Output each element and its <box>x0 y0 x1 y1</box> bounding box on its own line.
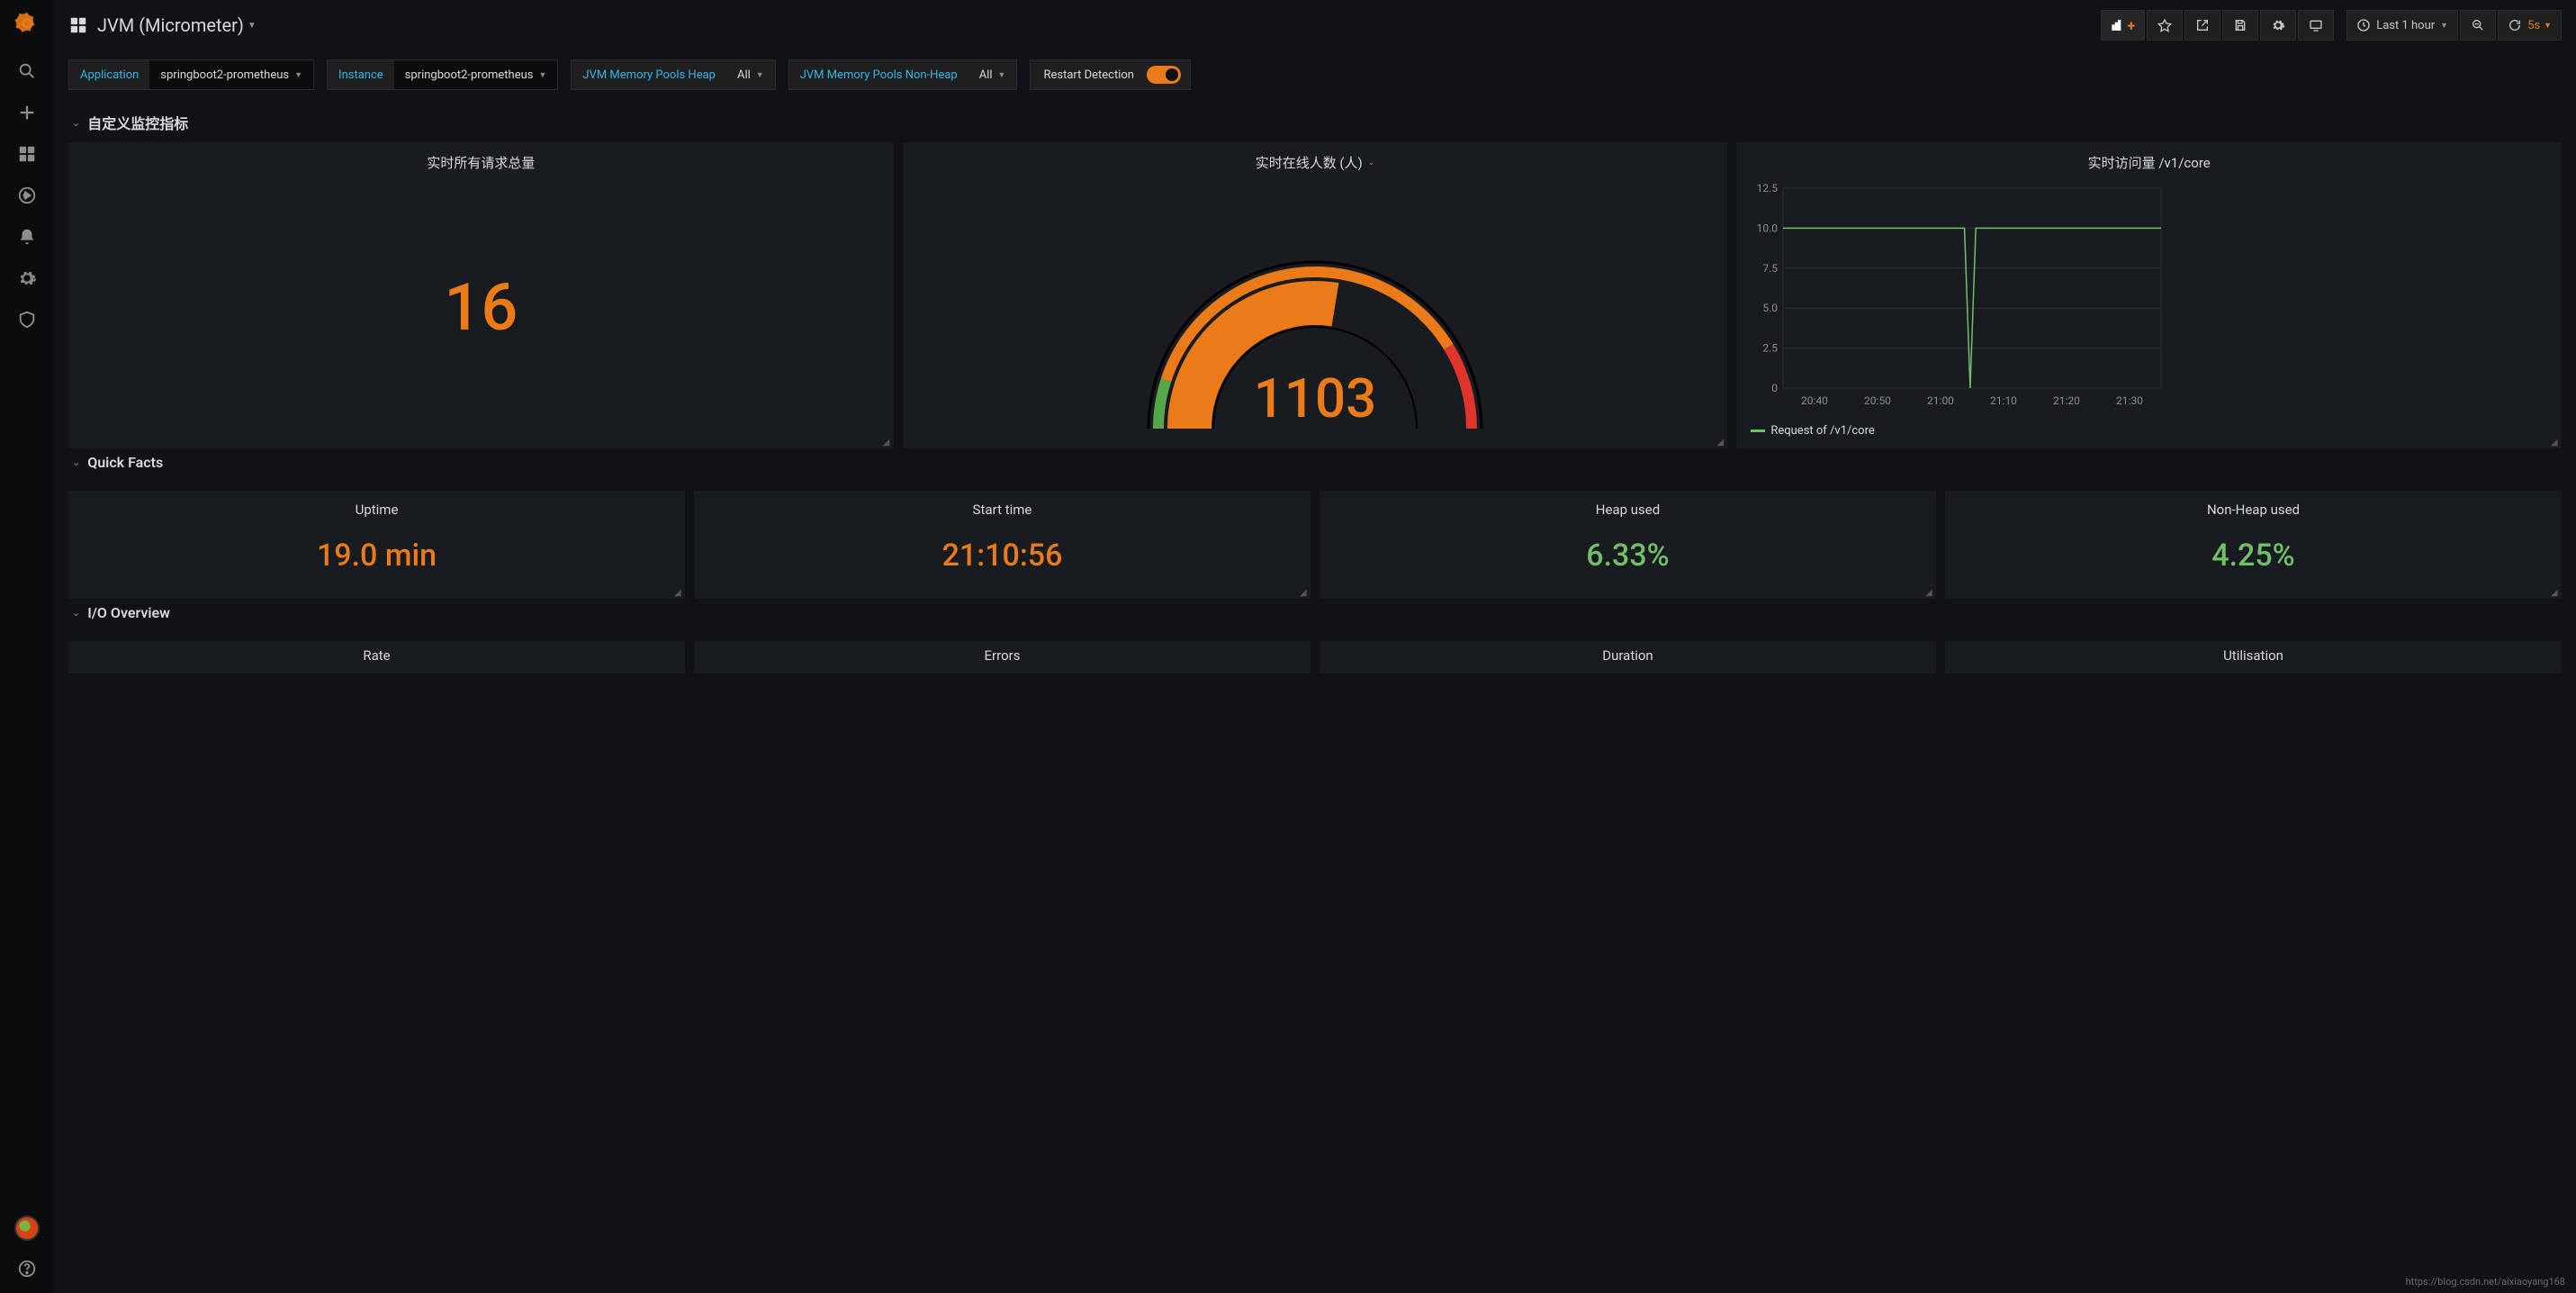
save-button[interactable] <box>2222 10 2258 41</box>
explore-icon[interactable] <box>17 185 37 205</box>
panel-io: Rate <box>68 641 685 674</box>
panel-title[interactable]: Rate <box>363 647 390 664</box>
zoom-out-button[interactable] <box>2460 10 2496 41</box>
resize-handle[interactable]: ◢ <box>1716 438 1725 447</box>
svg-text:2.5: 2.5 <box>1763 342 1779 355</box>
svg-text:12.5: 12.5 <box>1757 183 1779 194</box>
resize-handle[interactable]: ◢ <box>883 438 892 447</box>
stat-value: 4.25% <box>1952 523 2554 588</box>
grafana-logo-icon[interactable] <box>11 7 43 40</box>
restart-toggle[interactable] <box>1147 66 1181 84</box>
svg-text:7.5: 7.5 <box>1763 262 1779 275</box>
panel-quickfact: Start time 21:10:56 ◢ <box>694 491 1311 599</box>
stat-value: 19.0 min <box>76 523 678 588</box>
chevron-down-icon: ⌄ <box>72 117 80 129</box>
section-custom-header[interactable]: ⌄ 自定义监控指标 <box>68 106 2562 142</box>
star-button[interactable] <box>2147 10 2183 41</box>
svg-text:5.0: 5.0 <box>1763 302 1779 314</box>
var-application: Application springboot2-prometheus▼ <box>68 59 314 90</box>
resize-handle[interactable]: ◢ <box>674 588 683 597</box>
alerting-bell-icon[interactable] <box>17 227 37 247</box>
search-icon[interactable] <box>17 61 37 81</box>
topbar: JVM (Micrometer) ▼ + Last 1 hour ▼ <box>68 0 2562 50</box>
footer-url: https://blog.csdn.net/aixiaoyang168 <box>2406 1276 2565 1288</box>
svg-text:21:00: 21:00 <box>1927 394 1954 407</box>
var-application-value[interactable]: springboot2-prometheus▼ <box>149 60 313 89</box>
section-quickfacts-header[interactable]: ⌄ Quick Facts <box>68 448 2562 480</box>
var-heap: JVM Memory Pools Heap All▼ <box>571 59 775 90</box>
time-range-picker[interactable]: Last 1 hour ▼ <box>2346 10 2458 41</box>
resize-handle[interactable]: ◢ <box>2551 588 2560 597</box>
svg-text:21:20: 21:20 <box>2053 394 2080 407</box>
share-button[interactable] <box>2184 10 2220 41</box>
total-requests-value: 16 <box>444 269 518 346</box>
line-chart: 0 2.5 5.0 7.5 10.0 12.5 20:40 20:50 21:00 21:10 21… <box>1745 183 2168 408</box>
resize-handle[interactable]: ◢ <box>1300 588 1309 597</box>
panel-quickfact: Uptime 19.0 min ◢ <box>68 491 685 599</box>
svg-text:0: 0 <box>1772 382 1779 394</box>
chevron-down-icon: ⌄ <box>1368 158 1375 167</box>
panel-io: Duration <box>1320 641 1936 674</box>
panel-title[interactable]: Duration <box>1602 647 1653 664</box>
svg-text:21:30: 21:30 <box>2116 394 2143 407</box>
panel-v1core: 实时访问量 /v1/core 02.55.07.510.012.520:4020… <box>1736 142 2562 448</box>
panel-title[interactable]: Uptime <box>76 498 678 523</box>
panel-io: Utilisation <box>1945 641 2562 674</box>
nav-sidebar <box>0 0 54 1293</box>
legend-swatch <box>1751 429 1765 432</box>
panel-io: Errors <box>694 641 1311 674</box>
panel-title[interactable]: Start time <box>701 498 1303 523</box>
var-nonheap-value[interactable]: All▼ <box>968 60 1017 89</box>
panel-quickfact: Non-Heap used 4.25% ◢ <box>1945 491 2562 599</box>
var-heap-value[interactable]: All▼ <box>726 60 775 89</box>
chevron-down-icon: ⌄ <box>72 457 80 468</box>
stat-value: 21:10:56 <box>701 523 1303 588</box>
chevron-down-icon: ▼ <box>248 21 257 31</box>
panel-title[interactable]: Heap used <box>1327 498 1929 523</box>
section-io-header[interactable]: ⌄ I/O Overview <box>68 599 2562 630</box>
panel-title[interactable]: Utilisation <box>2223 647 2283 664</box>
resize-handle[interactable]: ◢ <box>1925 588 1934 597</box>
gear-icon[interactable] <box>17 268 37 288</box>
panel-total-requests: 实时所有请求总量 16 ◢ <box>68 142 894 448</box>
svg-text:20:50: 20:50 <box>1864 394 1891 407</box>
refresh-button[interactable]: 5s ▼ <box>2498 10 2562 41</box>
settings-button[interactable] <box>2260 10 2296 41</box>
variable-bar: Application springboot2-prometheus▼ Inst… <box>68 50 2562 106</box>
var-instance: Instance springboot2-prometheus▼ <box>327 59 558 90</box>
shield-icon[interactable] <box>17 310 37 330</box>
add-panel-button[interactable]: + <box>2101 10 2145 41</box>
svg-text:10.0: 10.0 <box>1757 222 1779 234</box>
stat-value: 6.33% <box>1327 523 1929 588</box>
chart-legend: Request of /v1/core <box>1743 420 2554 438</box>
panel-title[interactable]: Errors <box>985 647 1021 664</box>
chevron-down-icon: ⌄ <box>72 607 80 619</box>
panel-quickfact: Heap used 6.33% ◢ <box>1320 491 1936 599</box>
user-avatar[interactable] <box>14 1216 40 1241</box>
svg-text:20:40: 20:40 <box>1801 394 1828 407</box>
panel-title[interactable]: Non-Heap used <box>1952 498 2554 523</box>
var-instance-value[interactable]: springboot2-prometheus▼ <box>394 60 558 89</box>
plus-icon[interactable] <box>17 103 37 122</box>
dashboard-title[interactable]: JVM (Micrometer) ▼ <box>97 14 257 36</box>
panel-online-users: 实时在线人数 (人)⌄ 1103 ◢ <box>903 142 1728 448</box>
dashboards-icon[interactable] <box>17 144 37 164</box>
gauge-value: 1103 <box>1254 366 1376 430</box>
var-nonheap: JVM Memory Pools Non-Heap All▼ <box>788 59 1018 90</box>
help-icon[interactable] <box>17 1259 37 1279</box>
resize-handle[interactable]: ◢ <box>2551 438 2560 447</box>
cycle-view-button[interactable] <box>2298 10 2334 41</box>
var-restart-detection: Restart Detection <box>1030 59 1191 90</box>
dashboard-grid-icon[interactable] <box>68 15 88 35</box>
svg-text:21:10: 21:10 <box>1990 394 2017 407</box>
